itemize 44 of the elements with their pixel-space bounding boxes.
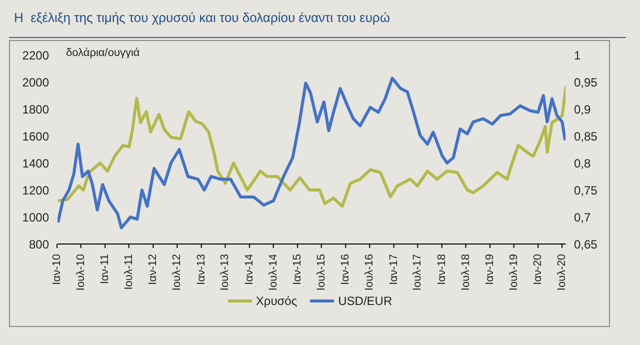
x-tick-label: Ιουλ-13 [219,254,232,291]
y-axis-title: δολάρια/ουγγιά [66,47,140,59]
x-tick-label: Ιουλ-16 [364,254,376,291]
y-tick-label: 1800 [22,102,50,116]
x-tick-label: Ιουλ-20 [556,254,568,291]
line-series [57,84,566,208]
x-tick-label: Ιουλ-11 [122,254,135,290]
x-tick-label: Ιουλ-14 [267,254,280,291]
x-tick-label: Ιουλ-10 [74,254,87,291]
x-tick-label: Ιαν-10 [51,254,63,285]
y2-tick-label: 0,75 [574,183,598,198]
y-tick-label: 2200 [22,48,50,62]
x-tick-label: Ιαν-13 [195,254,208,285]
x-tick-label: Ιαν-17 [388,254,400,285]
y2-tick-label: 0,8 [574,156,592,170]
x-tick-label: Ιουλ-12 [171,254,184,291]
x-tick-label: Ιαν-14 [243,254,256,285]
x-tick-label: Ιαν-12 [147,254,160,285]
y2-tick-label: 0,85 [574,129,598,144]
y-tick-label: 2000 [22,75,50,90]
y2-tick-label: 0,95 [574,75,598,90]
x-tick-label: Ιαν-15 [292,254,304,285]
x-tick-label: Ιουλ-19 [508,254,520,291]
y2-tick-label: 0,7 [574,210,592,224]
legend-label: Χρυσός [256,294,298,308]
y2-tick-label: 0,9 [574,102,592,116]
x-tick-label: Ιαν-19 [484,254,496,285]
x-tick-label: Ιαν-18 [436,254,448,285]
y2-tick-label: 0,65 [574,237,598,252]
x-tick-label: Ιουλ-17 [412,254,424,291]
y-tick-label: 1400 [22,156,50,170]
y2-tick-label: 1 [574,48,581,62]
line-series [57,76,566,230]
legend-label: USD/EUR [338,294,392,308]
y-tick-label: 1200 [22,183,50,198]
x-tick-label: Ιαν-16 [340,254,352,285]
chart-title: Η εξέλιξη της τιμής του χρυσού και του δολαρίου έναντι του ευρώ [14,10,390,25]
x-tick-label: Ιαν-20 [532,254,544,285]
x-tick-label: Ιουλ-15 [315,254,328,291]
y-tick-label: 800 [28,237,50,252]
y-tick-label: 1000 [22,210,50,224]
x-tick-label: Ιουλ-18 [460,254,472,291]
x-tick-label: Ιαν-11 [99,254,112,284]
y-tick-label: 1600 [22,129,50,144]
